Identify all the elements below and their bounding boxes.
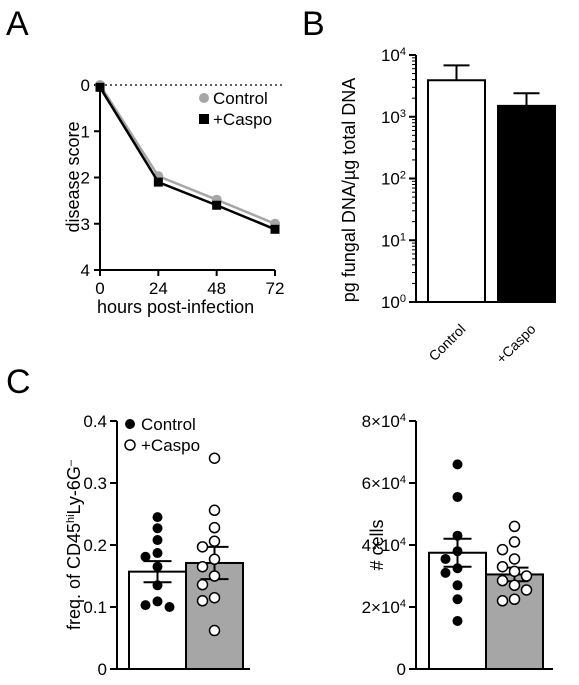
cl-point [152,580,163,591]
b-y-tick-label: 103 [381,108,406,127]
chart-a: hours post-infection disease score 0 1 2 3 4… [63,76,285,317]
cl-point [152,523,163,534]
chart-c-right: # cells 0 2×104 4×104 6×104 8×104 [362,412,553,679]
a-legend-marker [199,114,209,124]
a-y-tick-label: 3 [81,215,90,234]
cl-point [152,561,163,572]
a-y-tick-label: 0 [81,76,90,95]
cr-point [452,615,463,626]
a-point [270,224,280,234]
cr-point [508,520,521,533]
a-series-line-1 [98,86,276,231]
a-legend-marker [199,93,209,103]
chart-c-left: freq. of CD45hiLy-6G– 0 0.1 0.2 0.3 0.4 Contr… [64,412,250,679]
cl-y-tick-label: 0.2 [83,536,107,555]
cl-point [208,452,221,464]
a-x-tick-label: 0 [95,279,104,298]
cl-point [164,602,175,612]
cr-point [452,491,463,502]
cl-y-tick-label: 0.1 [83,598,107,617]
a-point [212,200,222,210]
cr-point [496,560,509,573]
cr-point [452,459,463,470]
cl-point [196,578,209,591]
cl-point [196,595,209,607]
cr-point [520,570,533,582]
b-category-label: +Caspo [493,321,539,367]
b-y-tick-label: 104 [381,46,406,65]
cr-point [452,546,463,557]
cl-point [196,541,209,553]
a-x-tick-label: 48 [207,279,226,298]
a-x-tick-label: 24 [149,279,168,298]
cl-point [140,551,151,562]
cl-point [152,535,163,546]
cr-point [508,536,521,548]
cr-point [496,595,509,607]
a-legend-label: Control [213,89,268,108]
cr-point [496,574,509,587]
cr-point [508,593,521,605]
cr-point [496,543,509,556]
a-point [153,177,163,187]
cl-point [152,512,163,523]
b-bar [427,79,486,304]
b-y-tick-label: 101 [381,231,406,250]
cl-point [196,560,209,573]
cr-point [508,579,521,592]
cl-legend-marker [124,439,136,451]
cl-ylabel: freq. of CD45hiLy-6G– [64,459,84,630]
cr-y-tick-label: 4×104 [362,536,406,555]
cl-point [208,591,221,604]
cl-point [208,570,221,582]
cr-point [452,594,463,605]
cl-point [208,624,221,637]
a-ylabel: disease score [63,121,83,232]
a-x-tick-label: 72 [266,279,285,298]
cl-legend-label: Control [141,415,196,434]
a-y-tick-label: 2 [81,169,90,188]
cl-point [152,548,163,559]
a-series-line-0 [98,84,276,225]
cl-point [152,596,163,607]
cl-legend-label: +Caspo [141,436,200,455]
cr-point [508,565,521,578]
b-y-tick-label: 100 [381,293,406,312]
cl-point [208,535,221,548]
a-y-tick-label: 1 [81,122,90,141]
panel-label-a: A [6,5,29,43]
b-category-label: Control [425,321,468,364]
a-y-tick-label: 4 [81,261,90,280]
cl-point [208,553,221,566]
panel-label-c: C [6,363,31,401]
cr-y-tick-label: 6×104 [362,474,406,493]
cr-y-tick-label: 8×104 [362,412,406,431]
cr-point [452,563,463,574]
cr-y-tick-label: 2×104 [362,598,406,617]
cr-y-tick-label: 0 [397,660,406,679]
cl-y-tick-label: 0.4 [83,412,107,431]
cr-point [452,530,463,541]
b-ylabel: pg fungal DNA/µg total DNA [339,78,359,302]
cl-y-tick-label: 0 [98,660,107,679]
panel-label-b: B [302,5,325,43]
cr-point [520,584,533,596]
cr-point [452,580,463,591]
cl-y-tick-label: 0.3 [83,474,107,493]
chart-b: pg fungal DNA/µg total DNA 100 101 102 103 1… [339,46,556,367]
a-xlabel: hours post-infection [97,297,254,317]
cl-legend-marker [125,419,135,429]
cl-point [208,504,221,517]
cl-point [208,521,221,534]
b-y-tick-label: 102 [381,170,406,189]
cr-point [440,553,451,564]
cl-point [140,600,151,611]
a-legend-label: +Caspo [213,110,272,129]
cr-ylabel: # cells [367,519,387,570]
b-bar [497,104,556,304]
cr-point [440,567,451,578]
cr-point [508,553,521,565]
a-point [95,82,105,92]
